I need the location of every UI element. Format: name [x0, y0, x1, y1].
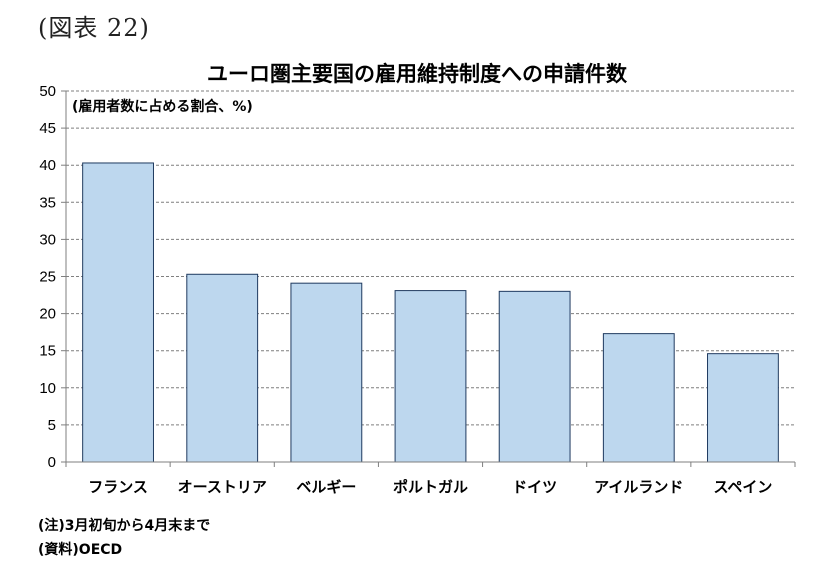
bar: [290, 282, 363, 463]
figure-label: (図表 22): [38, 14, 150, 42]
y-tick-label: 40: [39, 157, 56, 174]
y-tick-label: 30: [39, 231, 56, 248]
chart-title: ユーロ圏主要国の雇用維持制度への申請件数: [207, 62, 627, 86]
category-label: ベルギー: [296, 478, 356, 496]
bar: [602, 333, 675, 463]
y-tick-label: 25: [39, 269, 56, 286]
bar: [82, 162, 154, 463]
unit-label: (雇用者数に占める割合、%): [72, 98, 253, 115]
bar: [394, 290, 467, 463]
y-tick-label: 10: [39, 380, 56, 397]
category-label: オーストリア: [178, 478, 267, 496]
category-label: スペイン: [713, 478, 772, 496]
y-tick-label: 15: [39, 343, 56, 360]
y-tick-label: 5: [48, 417, 56, 434]
category-label: ドイツ: [512, 478, 557, 496]
y-tick-label: 50: [39, 83, 56, 100]
category-label: ポルトガル: [393, 478, 468, 496]
y-tick-label: 35: [39, 194, 56, 211]
category-label: フランス: [88, 478, 148, 496]
axes: [61, 90, 796, 467]
bar: [186, 273, 259, 463]
y-tick-labels: 0 5 10 15 20 25 30 35 40 45 50: [39, 83, 56, 471]
source-note: (資料)OECD: [38, 542, 123, 558]
category-label: アイルランド: [594, 478, 683, 496]
y-tick-label: 0: [48, 454, 56, 471]
bars: [82, 162, 779, 463]
category-labels: フランス オーストリア ベルギー ポルトガル ドイツ アイルランド スペイン: [88, 478, 772, 496]
bar: [498, 290, 571, 463]
footnote: (注)3月初旬から4月末まで: [38, 518, 211, 534]
y-tick-label: 20: [39, 306, 56, 323]
y-tick-label: 45: [39, 120, 56, 137]
bar: [707, 353, 779, 463]
